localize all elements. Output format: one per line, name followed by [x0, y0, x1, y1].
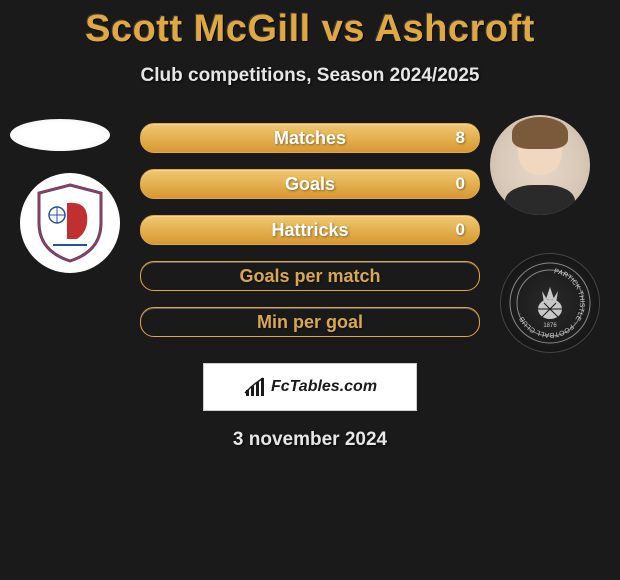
brand-text: FcTables.com — [271, 378, 377, 396]
shield-icon — [35, 183, 105, 263]
brand-link[interactable]: FcTables.com — [203, 363, 417, 411]
stat-label: Matches — [274, 128, 346, 149]
club-left-badge — [20, 173, 120, 273]
main-area: PARTICK THISTLE · FOOTBALL CLUB · 1876 M… — [0, 123, 620, 353]
comparison-card: Scott McGill vs Ashcroft Club competitio… — [0, 0, 620, 451]
footer-date: 3 november 2024 — [0, 429, 620, 451]
stat-label: Goals per match — [239, 266, 380, 287]
stat-value: 8 — [456, 128, 465, 148]
subtitle: Club competitions, Season 2024/2025 — [0, 65, 620, 87]
page-title: Scott McGill vs Ashcroft — [0, 8, 620, 51]
player-right-avatar — [490, 115, 590, 215]
stat-row-min-per-goal: Min per goal — [140, 307, 480, 337]
stat-label: Hattricks — [271, 220, 348, 241]
stat-row-goals-per-match: Goals per match — [140, 261, 480, 291]
stat-row-matches: Matches 8 — [140, 123, 480, 153]
thistle-badge-icon: PARTICK THISTLE · FOOTBALL CLUB · 1876 — [506, 259, 594, 347]
stat-value: 0 — [456, 174, 465, 194]
stats-list: Matches 8 Goals 0 Hattricks 0 Goals per … — [140, 123, 480, 353]
stat-label: Min per goal — [257, 312, 363, 333]
stat-row-goals: Goals 0 — [140, 169, 480, 199]
stat-value: 0 — [456, 220, 465, 240]
club-right-badge: PARTICK THISTLE · FOOTBALL CLUB · 1876 — [500, 253, 600, 353]
chart-icon — [243, 375, 267, 399]
svg-text:1876: 1876 — [543, 323, 557, 329]
player-left-avatar — [10, 119, 110, 151]
stat-row-hattricks: Hattricks 0 — [140, 215, 480, 245]
stat-label: Goals — [285, 174, 335, 195]
